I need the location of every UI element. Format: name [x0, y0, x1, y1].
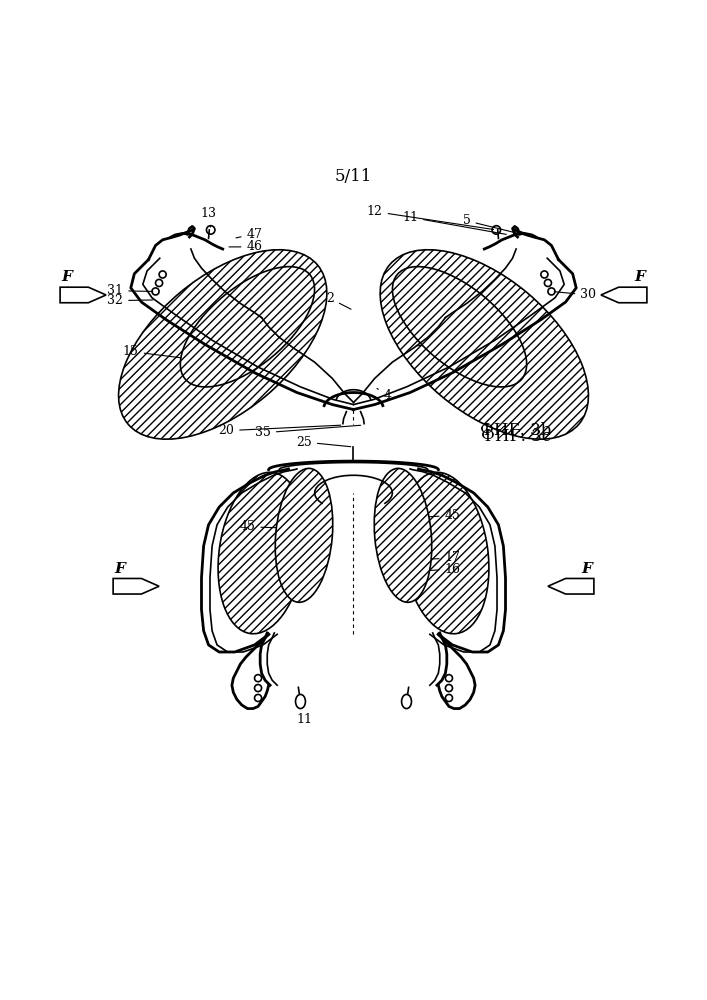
Text: F: F — [62, 270, 73, 284]
Text: 4: 4 — [377, 388, 392, 402]
Text: 17: 17 — [416, 338, 457, 351]
Text: ФИГ. 3c: ФИГ. 3c — [481, 428, 551, 445]
Text: 13: 13 — [201, 207, 216, 227]
Text: ФИГ. 3b: ФИГ. 3b — [481, 422, 551, 439]
Text: F: F — [581, 562, 592, 576]
Text: 45: 45 — [413, 509, 460, 522]
Text: 30: 30 — [554, 288, 596, 301]
FancyArrow shape — [60, 287, 106, 303]
Text: 2: 2 — [326, 292, 351, 309]
Ellipse shape — [275, 468, 333, 602]
Text: 47: 47 — [236, 228, 262, 241]
Ellipse shape — [119, 250, 327, 439]
Text: 20: 20 — [218, 424, 341, 437]
Ellipse shape — [402, 472, 489, 634]
Text: 31: 31 — [107, 284, 153, 297]
Text: 45: 45 — [240, 520, 294, 533]
Ellipse shape — [380, 250, 588, 439]
FancyArrow shape — [548, 578, 594, 594]
Text: 32: 32 — [107, 294, 153, 307]
Text: 16: 16 — [427, 563, 460, 576]
Text: 11: 11 — [402, 211, 506, 234]
Text: F: F — [115, 562, 126, 576]
Text: 16: 16 — [420, 325, 457, 338]
Text: 35: 35 — [255, 425, 361, 439]
FancyArrow shape — [113, 578, 159, 594]
Text: 15: 15 — [123, 345, 185, 358]
Text: 17: 17 — [413, 551, 460, 564]
Text: 45: 45 — [432, 297, 448, 316]
Text: 46: 46 — [229, 240, 262, 253]
Ellipse shape — [218, 472, 305, 634]
Ellipse shape — [296, 694, 305, 709]
Text: 12: 12 — [367, 205, 493, 230]
Ellipse shape — [402, 694, 411, 709]
Text: F: F — [634, 270, 645, 284]
Text: 45: 45 — [259, 297, 275, 316]
Text: 25: 25 — [296, 436, 351, 449]
Text: 11: 11 — [296, 706, 312, 726]
Ellipse shape — [180, 267, 315, 387]
FancyArrow shape — [601, 287, 647, 303]
Ellipse shape — [374, 468, 432, 602]
Text: 5: 5 — [462, 214, 542, 239]
Text: 5/11: 5/11 — [335, 168, 372, 185]
Ellipse shape — [392, 267, 527, 387]
